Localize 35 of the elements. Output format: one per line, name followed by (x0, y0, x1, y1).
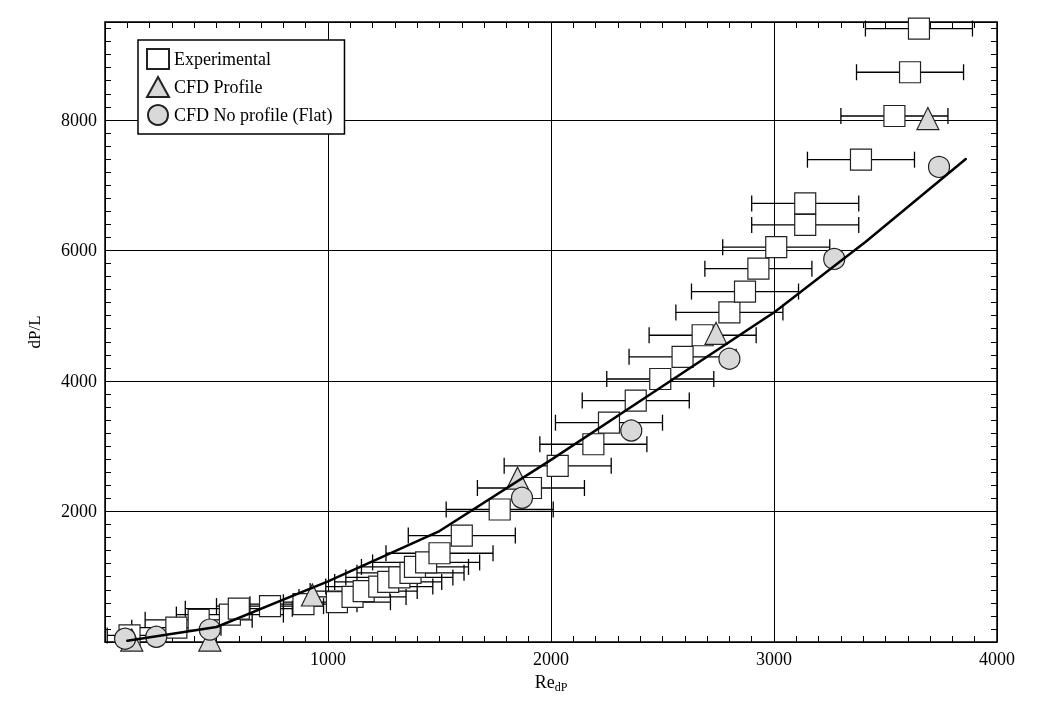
y-axis-title: dP/L (25, 315, 44, 349)
point (794, 213, 817, 237)
point (916, 106, 940, 131)
point (907, 17, 931, 40)
x-tick-label: 4000 (979, 649, 1015, 669)
x-tick-label: 3000 (756, 649, 792, 669)
point (765, 236, 788, 259)
point (718, 347, 741, 370)
point (898, 61, 922, 84)
y-tick-label: 8000 (61, 109, 97, 130)
point (300, 583, 324, 607)
point (747, 257, 770, 280)
point (582, 433, 605, 456)
y-tick-label: 2000 (61, 501, 97, 522)
point (883, 104, 906, 128)
point (546, 454, 569, 477)
point (510, 486, 534, 509)
point (488, 498, 511, 521)
legend-label: CFD Profile (174, 77, 263, 97)
legend-label: Experimental (174, 49, 271, 69)
point (671, 345, 694, 368)
x-tick-label: 1000 (310, 649, 346, 669)
point (794, 192, 817, 215)
y-tick-label: 4000 (61, 370, 97, 391)
point (428, 542, 451, 565)
point (620, 419, 643, 442)
point (733, 280, 757, 303)
x-tick-label: 2000 (533, 649, 569, 669)
point (927, 155, 951, 178)
point (704, 321, 728, 345)
y-tick-label: 6000 (61, 240, 97, 261)
point (718, 301, 741, 324)
legend-label: CFD No profile (Flat) (174, 105, 333, 126)
point (849, 148, 873, 171)
point (450, 524, 473, 547)
